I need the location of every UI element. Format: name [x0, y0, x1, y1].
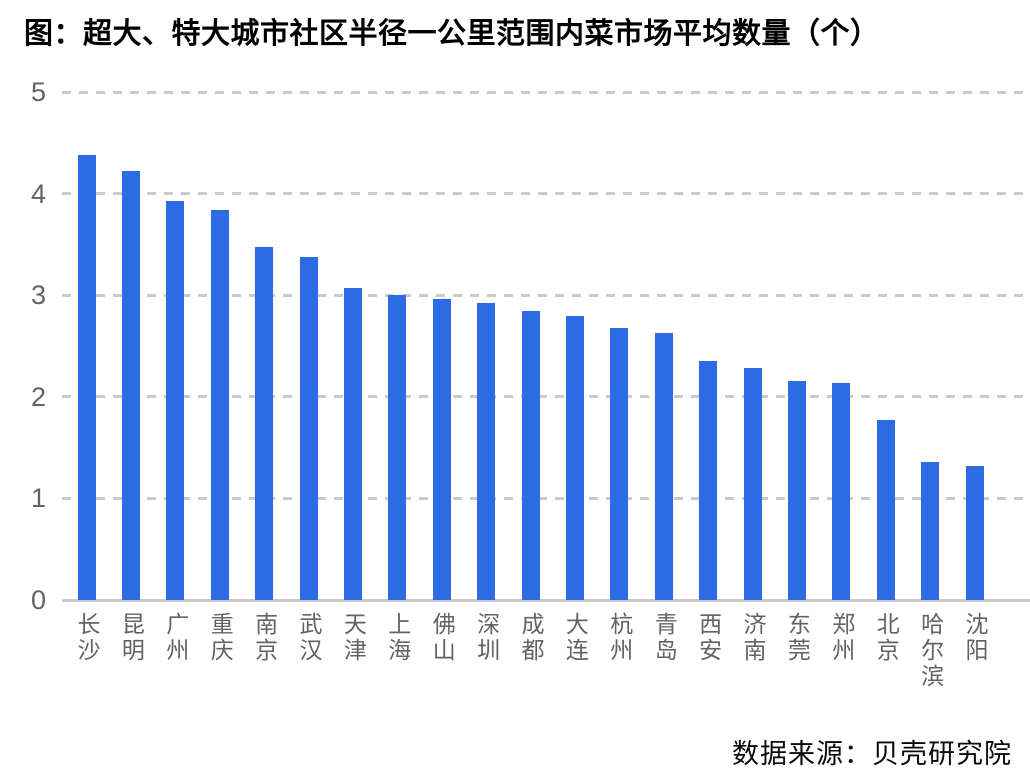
x-tick-label: 长沙 — [74, 612, 100, 664]
gridline — [62, 395, 1030, 399]
x-axis-baseline — [62, 598, 1030, 602]
bar — [610, 327, 629, 600]
x-tick-label: 重庆 — [207, 612, 234, 664]
bar — [787, 380, 806, 600]
x-tick-label: 广州 — [162, 612, 189, 664]
gridline — [62, 90, 1030, 94]
x-tick-label: 天津 — [340, 612, 367, 664]
x-tick-label: 上海 — [384, 612, 411, 664]
bar — [77, 154, 96, 600]
bar — [965, 465, 984, 600]
x-tick-label: 济南 — [740, 612, 766, 664]
x-tick-label: 杭州 — [606, 612, 633, 664]
y-tick-label: 2 — [30, 381, 46, 412]
x-tick-label: 青岛 — [651, 612, 678, 664]
x-tick-label: 武汉 — [296, 612, 322, 664]
bar — [876, 420, 895, 600]
x-tick-label: 沈阳 — [962, 612, 988, 664]
gridline — [62, 293, 1030, 297]
x-tick-label: 南京 — [251, 612, 278, 664]
bar — [121, 171, 140, 600]
bar — [521, 311, 540, 600]
x-tick-label: 郑州 — [828, 612, 855, 664]
gridline — [62, 496, 1030, 500]
bar — [921, 461, 940, 600]
bar — [343, 288, 362, 600]
bar — [477, 303, 496, 600]
bar — [565, 315, 584, 600]
x-tick-label: 深圳 — [473, 612, 500, 664]
chart-title: 图：超大、特大城市社区半径一公里范围内菜市场平均数量（个） — [24, 18, 880, 50]
x-tick-label: 大连 — [562, 612, 589, 664]
bar — [166, 200, 185, 600]
gridline — [62, 192, 1030, 196]
x-tick-label: 东莞 — [784, 612, 811, 664]
y-tick-label: 3 — [30, 280, 46, 311]
y-tick-label: 0 — [30, 585, 46, 615]
bar — [743, 368, 762, 600]
bar — [654, 332, 673, 600]
y-tick-label: 4 — [30, 178, 46, 209]
x-tick-label: 西安 — [695, 612, 722, 664]
bar — [299, 256, 318, 600]
bar — [388, 295, 407, 600]
x-tick-label: 哈尔滨 — [917, 612, 944, 690]
data-source-note: 数据来源：贝壳研究院 — [732, 739, 1012, 769]
x-tick-label: 昆明 — [118, 612, 145, 664]
y-tick-label: 5 — [30, 77, 46, 107]
y-tick-label: 1 — [30, 483, 46, 514]
bar — [255, 247, 274, 600]
x-tick-label: 北京 — [873, 612, 900, 664]
bar — [699, 361, 718, 600]
bar — [832, 382, 851, 600]
bar — [432, 299, 451, 600]
x-tick-label: 成都 — [518, 612, 544, 664]
bar — [210, 209, 229, 600]
x-tick-label: 佛山 — [429, 612, 456, 664]
